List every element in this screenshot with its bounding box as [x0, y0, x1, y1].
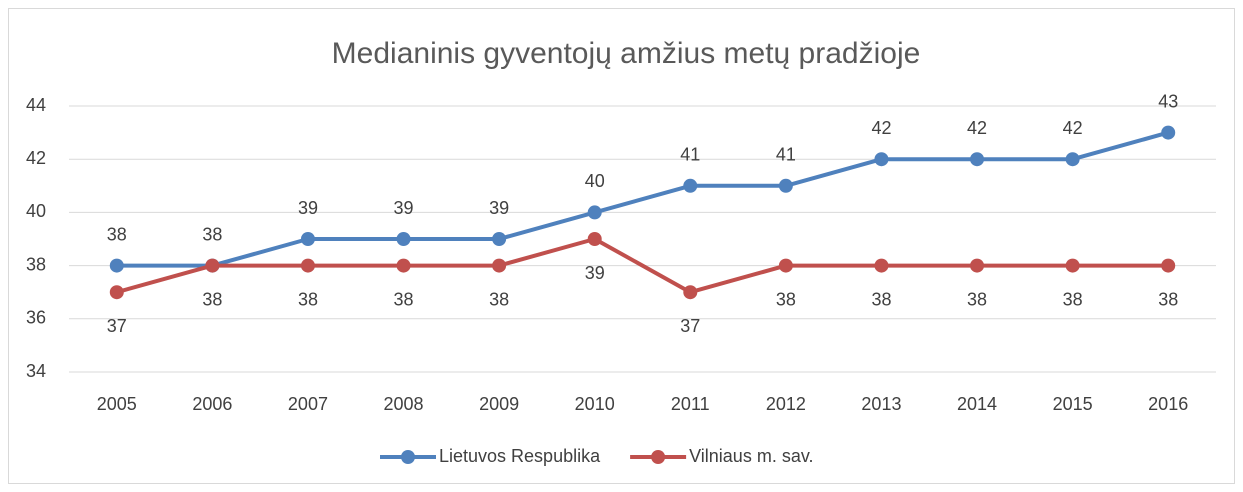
data-label: 37 — [107, 316, 127, 336]
legend-label: Lietuvos Respublika — [439, 446, 601, 466]
data-label: 38 — [298, 289, 318, 309]
series-line — [116, 130, 1169, 268]
data-label: 39 — [298, 198, 318, 218]
chart-border — [8, 8, 1235, 484]
series-line — [116, 237, 1169, 295]
x-tick-label: 2005 — [97, 394, 137, 414]
data-label: 38 — [776, 289, 796, 309]
x-tick-label: 2008 — [384, 394, 424, 414]
data-label: 41 — [776, 145, 796, 165]
marker — [874, 258, 889, 273]
data-label: 40 — [585, 171, 605, 191]
x-tick-label: 2006 — [192, 394, 232, 414]
x-tick-label: 2016 — [1148, 394, 1188, 414]
data-label: 43 — [1158, 91, 1178, 111]
data-label: 38 — [871, 289, 891, 309]
marker — [683, 285, 698, 300]
x-tick-label: 2011 — [671, 394, 710, 414]
x-tick-label: 2009 — [479, 394, 519, 414]
legend-label: Vilniaus m. sav. — [689, 446, 813, 466]
marker — [205, 258, 220, 273]
y-tick-label: 38 — [26, 254, 46, 274]
marker — [587, 232, 602, 246]
x-tick-label: 2010 — [575, 394, 615, 414]
y-tick-label: 36 — [26, 308, 46, 328]
legend-marker — [651, 450, 666, 464]
marker — [396, 232, 411, 246]
x-tick-label: 2007 — [288, 394, 328, 414]
data-label: 38 — [489, 289, 509, 309]
y-tick-label: 40 — [26, 201, 46, 221]
marker — [300, 232, 315, 246]
data-label: 38 — [967, 289, 987, 309]
data-label: 38 — [1158, 289, 1178, 309]
data-label: 38 — [394, 289, 414, 309]
marker — [109, 258, 124, 273]
x-tick-label: 2014 — [957, 394, 997, 414]
x-tick-label: 2013 — [861, 394, 901, 414]
marker — [492, 232, 507, 246]
data-label: 39 — [394, 198, 414, 218]
x-tick-label: 2012 — [766, 394, 806, 414]
marker — [109, 285, 124, 300]
x-tick-label: 2015 — [1053, 394, 1093, 414]
data-label: 42 — [967, 118, 987, 138]
data-label: 42 — [1063, 118, 1083, 138]
data-label: 38 — [107, 224, 127, 244]
marker — [778, 178, 793, 193]
marker — [970, 152, 985, 167]
marker — [1161, 258, 1176, 273]
marker — [778, 258, 793, 273]
marker — [587, 205, 602, 220]
legend-marker — [401, 450, 415, 464]
y-tick-label: 42 — [26, 148, 46, 168]
data-label: 42 — [871, 118, 891, 138]
marker — [874, 152, 889, 167]
chart-title: Medianinis gyventojų amžius metų pradžio… — [332, 37, 921, 70]
data-label: 38 — [1063, 289, 1083, 309]
y-tick-label: 34 — [26, 361, 46, 381]
data-label: 38 — [202, 289, 222, 309]
marker — [683, 178, 698, 193]
marker — [1065, 258, 1080, 273]
marker — [396, 258, 411, 273]
marker — [970, 258, 985, 273]
data-label: 37 — [680, 316, 700, 336]
data-label: 38 — [202, 224, 222, 244]
data-label: 39 — [585, 263, 605, 283]
data-label: 39 — [489, 198, 509, 218]
marker — [492, 258, 507, 273]
data-label: 41 — [680, 145, 700, 165]
marker — [1161, 125, 1176, 140]
y-tick-label: 44 — [26, 95, 46, 115]
marker — [300, 258, 315, 273]
marker — [1065, 152, 1080, 167]
